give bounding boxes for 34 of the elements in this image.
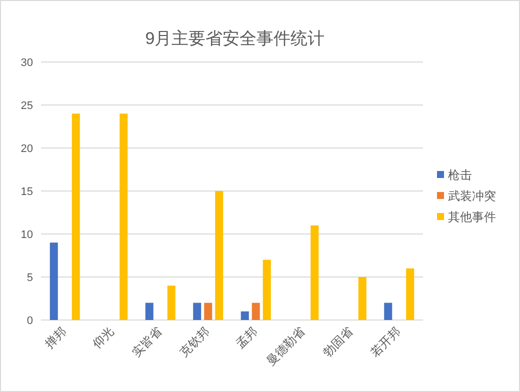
bar [252,302,260,320]
bar [240,311,249,320]
legend-label: 枪击 [448,168,472,182]
y-tick-label: 15 [20,186,33,198]
x-tick-label: 克钦邦 [176,324,212,360]
bar [72,114,80,320]
bar [120,114,128,320]
bar [193,302,202,320]
legend-label: 其他事件 [448,210,496,224]
y-tick-label: 20 [20,143,33,155]
y-tick-label: 30 [20,57,33,69]
x-tick-label: 掸邦 [42,324,69,352]
x-tick-label: 仰光 [90,324,117,352]
title: 9月主要省安全事件统计 [145,29,325,48]
legend-label: 武装冲突 [448,189,496,203]
bar [310,225,319,320]
bar [358,277,366,320]
bar [262,260,271,320]
x-tick-label: 曼德勒省 [264,324,308,368]
bar [145,302,154,320]
bar [406,268,414,320]
x-tick-label: 孟邦 [233,324,260,352]
bar [50,242,58,320]
y-tick-label: 10 [20,229,33,241]
y-tick-label: 0 [26,315,33,327]
bar [384,302,392,320]
y-tick-label: 25 [20,100,33,112]
bar [215,191,224,320]
x-tick-label: 勃固省 [320,324,356,360]
bar [204,302,212,320]
y-tick-label: 5 [26,272,33,284]
x-tick-label: 若开邦 [368,324,404,360]
x-tick-label: 实皆省 [129,324,164,360]
bar [167,286,176,320]
